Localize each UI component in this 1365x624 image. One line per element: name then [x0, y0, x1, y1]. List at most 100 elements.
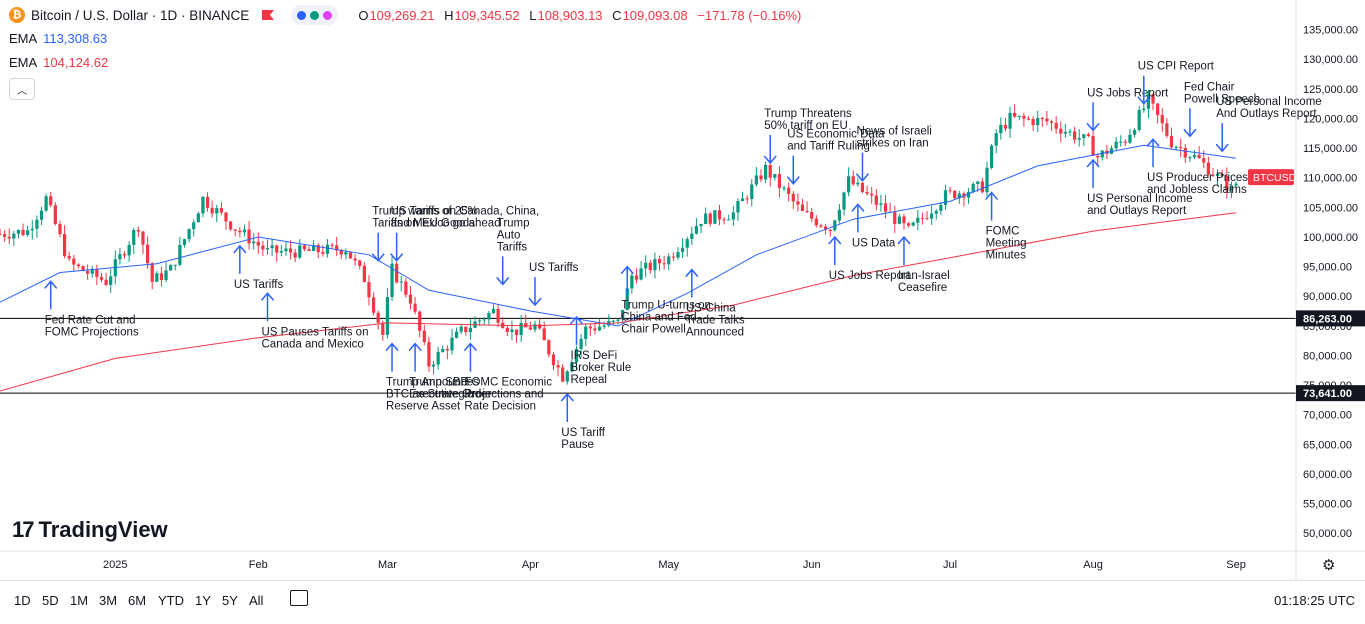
- annotation-label: Minutes: [986, 250, 1027, 262]
- candle-body: [1096, 155, 1100, 158]
- candle-body: [943, 190, 948, 205]
- candle-body: [773, 174, 777, 178]
- calendar-icon[interactable]: [290, 590, 308, 606]
- candle-body: [164, 270, 168, 281]
- candle-body: [385, 297, 390, 335]
- candle-body: [1220, 173, 1224, 177]
- candle-body: [118, 254, 122, 260]
- candle-body: [399, 281, 403, 283]
- timeframe-5d[interactable]: 5D: [42, 593, 59, 608]
- candle-body: [939, 204, 943, 211]
- annotation-arrowhead: [851, 203, 865, 212]
- flag-icon[interactable]: [261, 9, 275, 21]
- annotation-label: Executive Order: [409, 389, 492, 401]
- timeframe-1d[interactable]: 1D: [14, 593, 31, 608]
- candle-body: [897, 216, 901, 224]
- ema-value: 113,308.63: [43, 31, 108, 46]
- candle-body: [713, 210, 717, 224]
- candle-body: [597, 326, 602, 331]
- tradingview-logo: 17 TradingView: [12, 517, 168, 543]
- candle-body: [16, 229, 21, 234]
- annotation-label: Projections and: [464, 389, 543, 401]
- annotation-label: US Producer Prices: [1147, 172, 1248, 184]
- gear-icon[interactable]: ⚙: [1322, 557, 1336, 574]
- candle-body: [1192, 154, 1197, 158]
- candle-body: [745, 198, 749, 200]
- candle-body: [980, 181, 984, 193]
- timeframe-1y[interactable]: 1Y: [195, 593, 211, 608]
- candle-body: [72, 258, 76, 265]
- annotation-label: Chair Powell: [621, 324, 686, 336]
- timeframe-1m[interactable]: 1M: [70, 593, 89, 608]
- candle-body: [754, 175, 758, 185]
- candle-body: [519, 322, 523, 335]
- candle-body: [325, 244, 330, 254]
- candle-body: [367, 282, 371, 298]
- candle-body: [1086, 134, 1091, 137]
- candle-body: [722, 219, 726, 221]
- candle-body: [1188, 157, 1192, 159]
- candle-body: [1132, 129, 1137, 135]
- ohlc-high: 109,345.52: [454, 7, 520, 23]
- time-tick-label: Mar: [378, 559, 397, 571]
- collapse-legend-button[interactable]: ︿: [9, 78, 35, 100]
- annotation-arrowhead: [463, 342, 478, 352]
- price-tick-label: 115,000.00: [1303, 143, 1357, 155]
- candle-body: [708, 213, 712, 224]
- timeframe-3m[interactable]: 3M: [99, 593, 118, 608]
- annotation-arrowhead: [828, 235, 842, 245]
- price-tick-label: 95,000.00: [1303, 262, 1352, 274]
- utc-clock[interactable]: 01:18:25 UTC: [1274, 593, 1355, 608]
- candle-body: [173, 264, 177, 266]
- candle-body: [1183, 147, 1187, 158]
- candle-body: [127, 244, 131, 256]
- candle-body: [459, 326, 463, 332]
- candle-body: [847, 176, 851, 193]
- timeframe-all[interactable]: All: [249, 593, 264, 608]
- ema-line[interactable]: [0, 212, 1237, 392]
- candle-body: [159, 273, 164, 281]
- candle-body: [95, 268, 99, 278]
- candle-body: [602, 325, 606, 327]
- candle-body: [1040, 117, 1044, 119]
- candle-body: [925, 218, 929, 220]
- candle-body: [667, 256, 671, 265]
- annotation-arrowhead: [233, 244, 247, 254]
- candle-body: [427, 342, 431, 367]
- price-tick-label: 65,000.00: [1303, 439, 1352, 451]
- indicator-dots[interactable]: [291, 5, 339, 25]
- symbol-title[interactable]: Bitcoin / U.S. Dollar · 1D · BINANCE: [31, 7, 250, 23]
- candle-body: [1059, 128, 1063, 134]
- candle-body: [671, 256, 675, 258]
- ema-line[interactable]: [0, 144, 1237, 327]
- annotation-arrowhead: [786, 176, 800, 185]
- candle-body: [796, 201, 800, 205]
- candle-body: [58, 223, 62, 235]
- candle-body: [1206, 162, 1210, 175]
- candle-body: [837, 209, 842, 221]
- candle-body: [1114, 141, 1118, 149]
- candle-body: [985, 167, 989, 193]
- ema-legend-slow[interactable]: EMA 104,124.62: [9, 55, 108, 70]
- candle-body: [76, 264, 81, 267]
- candle-body: [270, 245, 274, 249]
- ohlc-open-key: O: [358, 7, 369, 23]
- dot-icon: [323, 10, 333, 20]
- candle-body: [1169, 135, 1174, 148]
- candle-body: [468, 327, 473, 333]
- ema-legend-fast[interactable]: EMA 113,308.63: [9, 31, 107, 46]
- price-tick-label: 110,000.00: [1303, 173, 1357, 185]
- timeframe-6m[interactable]: 6M: [128, 593, 147, 608]
- price-tick-label: 105,000.00: [1303, 202, 1358, 214]
- candle-body: [851, 176, 855, 185]
- candle-body: [750, 184, 754, 200]
- candle-body: [261, 245, 265, 250]
- candle-body: [547, 340, 551, 355]
- timeframe-ytd[interactable]: YTD: [158, 593, 184, 608]
- timeframe-5y[interactable]: 5Y: [222, 593, 238, 608]
- ohlc-values: O109,269.21 H109,345.52 L108,903.13 C109…: [358, 8, 807, 23]
- candle-body: [538, 324, 542, 329]
- candle-body: [1165, 123, 1169, 136]
- annotation-arrowhead: [897, 235, 911, 245]
